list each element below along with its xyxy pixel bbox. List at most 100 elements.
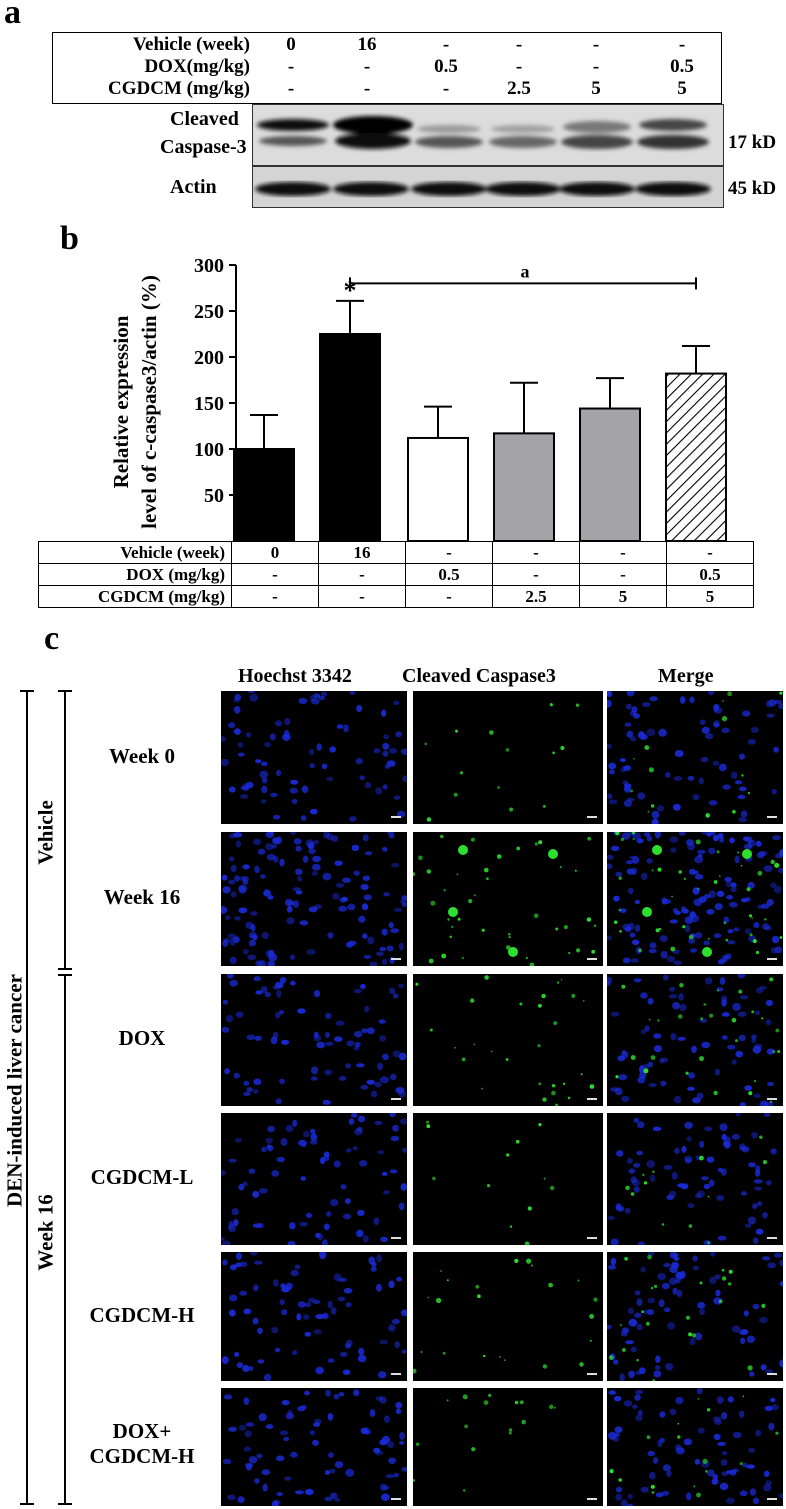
panel-b-cell: - xyxy=(492,563,580,586)
bar xyxy=(665,372,727,542)
caspase-image xyxy=(413,974,603,1106)
col-header-merge: Merge xyxy=(658,665,714,687)
panel-a-cell: - xyxy=(592,56,600,77)
scale-bar xyxy=(767,1098,777,1100)
panel-a-cell: - xyxy=(287,78,295,99)
week16-bracket xyxy=(64,974,66,1504)
caspase-blot-image xyxy=(252,104,724,166)
y-tick-label: 300 xyxy=(194,255,224,277)
row-label-line2: CGDCM-H xyxy=(89,1444,195,1468)
bar xyxy=(493,432,555,542)
scale-bar xyxy=(391,816,401,818)
micrograph-dots xyxy=(607,974,781,1106)
y-tick-label: 250 xyxy=(194,301,224,323)
micrograph-dots xyxy=(221,832,407,966)
micrograph-dots xyxy=(607,1113,778,1245)
micrograph-dots xyxy=(413,1393,556,1492)
hoechst-image xyxy=(221,974,407,1106)
panel-b-cell: 16 xyxy=(318,541,406,564)
outer-bracket xyxy=(26,690,28,1505)
panel-a-letter: a xyxy=(4,0,21,31)
row-label: DOX+ CGDCM-H xyxy=(42,1419,242,1469)
merge-image xyxy=(607,832,783,966)
actin-blot-bands xyxy=(255,182,711,196)
scale-bar xyxy=(587,1373,597,1375)
micrograph-dots xyxy=(221,974,407,1105)
hoechst-image xyxy=(221,691,407,824)
micrograph-dots xyxy=(608,1388,783,1506)
scale-bar xyxy=(767,1373,777,1375)
panel-a-cell: - xyxy=(287,56,295,77)
panel-b-cell: 0.5 xyxy=(666,563,754,586)
micrograph-dots xyxy=(415,975,595,1106)
panel-a-cell: 0.5 xyxy=(434,56,458,77)
row-label: CGDCM-L xyxy=(42,1165,242,1190)
panel-b-cell: 5 xyxy=(579,585,667,608)
y-tick-label: 200 xyxy=(194,347,224,369)
bracket-label: a xyxy=(521,261,530,281)
panel-a-cell: 5 xyxy=(677,78,687,99)
panel-b-table-row: CGDCM (mg/kg) - - -2.5 5 5 xyxy=(38,585,754,608)
row-label: Week 0 xyxy=(42,744,242,769)
week16-bracket-bottom-tick xyxy=(58,1503,72,1505)
row-label-line1: CGDCM-H xyxy=(89,1302,195,1327)
vehicle-group-label: Vehicle xyxy=(33,800,58,865)
micrograph-dots xyxy=(413,1258,598,1374)
panel-a-cell: - xyxy=(678,34,686,55)
panel-b-table-row: Vehicle (week) 0 16- - - - xyxy=(38,541,754,564)
panel-a-cell: - xyxy=(515,56,523,77)
bar xyxy=(407,436,469,542)
caspase-blot-bands xyxy=(257,116,709,149)
panel-a-row-label: Vehicle (week) xyxy=(133,34,250,55)
panel-a-cell: - xyxy=(442,34,450,55)
panel-b-cell: 2.5 xyxy=(492,585,580,608)
scale-bar xyxy=(587,1498,597,1500)
panel-b-cell: - xyxy=(318,585,406,608)
micrograph-dots xyxy=(222,1389,407,1506)
blot-label-caspase: Caspase-3 xyxy=(160,136,247,158)
scale-bar xyxy=(767,816,777,818)
bar xyxy=(233,448,295,542)
merge-image xyxy=(607,1252,783,1381)
y-axis-label-line2: level of c-caspase3/actin (%) xyxy=(137,275,161,529)
panel-b-cell: - xyxy=(231,585,319,608)
row-label-line1: CGDCM-L xyxy=(90,1165,194,1189)
vehicle-bracket-top-tick xyxy=(58,690,72,692)
row-label: Week 16 xyxy=(42,885,242,910)
scale-bar xyxy=(587,958,597,960)
kd-label-45: 45 kD xyxy=(728,178,777,199)
col-header-caspase: Cleaved Caspase3 xyxy=(402,665,556,687)
panel-b-cell: - xyxy=(231,563,319,586)
hoechst-image xyxy=(221,1113,407,1245)
panel-b-cell: - xyxy=(579,563,667,586)
panel-b-cell: 5 xyxy=(666,585,754,608)
micrograph-dots xyxy=(607,832,783,965)
scale-bar xyxy=(587,1098,597,1100)
merge-image xyxy=(607,691,783,824)
caspase-image xyxy=(413,832,603,966)
col-header-hoechst: Hoechst 3342 xyxy=(238,665,352,687)
panel-a-cell: - xyxy=(592,34,600,55)
y-tick-label: 50 xyxy=(204,485,224,507)
panel-b-cell: - xyxy=(666,541,754,564)
panel-b-cell: - xyxy=(405,585,493,608)
panel-a-row-label: DOX(mg/kg) xyxy=(144,56,250,77)
caspase-image xyxy=(413,1113,603,1245)
scale-bar xyxy=(587,1237,597,1239)
row-label: CGDCM-H xyxy=(42,1303,242,1328)
panel-a-cell: 5 xyxy=(591,78,601,99)
panel-a-cell: - xyxy=(442,78,450,99)
row-label-line1: Week 0 xyxy=(109,743,175,768)
micrograph-dots xyxy=(424,703,580,822)
panel-b-cell: - xyxy=(492,541,580,564)
panel-b-row-label: CGDCM (mg/kg) xyxy=(38,585,232,608)
y-tick-label: 100 xyxy=(194,439,224,461)
panel-a-row-label: CGDCM (mg/kg) xyxy=(108,78,250,99)
panel-b-cell: 0 xyxy=(231,541,319,564)
panel-b-condition-table: Vehicle (week) 0 16- - - - DOX (mg/kg) - -0.5- -0… xyxy=(38,541,754,608)
merge-image xyxy=(607,1113,783,1245)
y-tick-label: 150 xyxy=(194,393,224,415)
panel-b-row-label: DOX (mg/kg) xyxy=(38,563,232,586)
panel-b-cell: - xyxy=(579,541,667,564)
panel-a-cell: - xyxy=(363,56,371,77)
